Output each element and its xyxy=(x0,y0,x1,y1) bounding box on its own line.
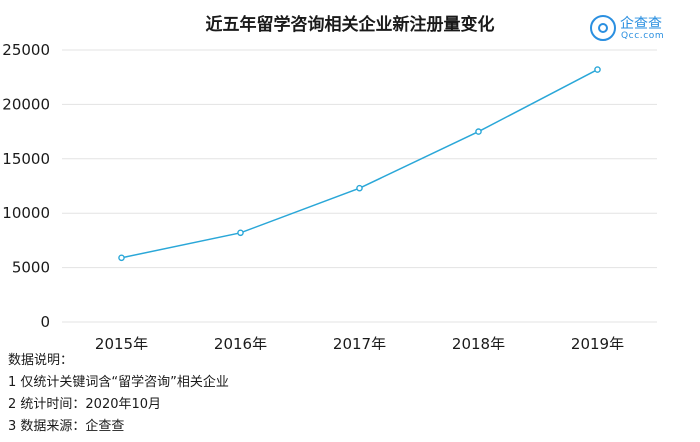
data-point-2019年 xyxy=(594,66,601,73)
x-axis-ticks: 2015年 2016年 2017年 2018年 2019年 xyxy=(95,335,624,350)
data-point-2017年 xyxy=(356,184,363,192)
logo-url: Qcc.com xyxy=(621,31,665,41)
y-tick-label: 0 xyxy=(40,313,50,331)
logo-name: 企查查 xyxy=(620,16,662,32)
data-point-2016年 xyxy=(237,229,244,237)
note-item: 1 仅统计关键词含“留学咨询”相关企业 xyxy=(8,375,229,390)
qcc-logo: 企查查 Qcc.com xyxy=(590,13,690,45)
grid-layer xyxy=(62,49,657,323)
note-item: 2 统计时间：2020年10月 xyxy=(8,397,162,412)
note-item: 3 数据来源：企查查 xyxy=(8,419,125,434)
y-tick-label: 5000 xyxy=(12,259,50,277)
y-tick-label: 20000 xyxy=(2,95,50,113)
y-tick-label: 25000 xyxy=(2,41,50,59)
chart: 近五年留学咨询相关企业新注册量变化 0 5000 10000 15000 20000 25… xyxy=(2,14,657,350)
x-tick-label: 2015年 xyxy=(95,335,148,350)
series-line xyxy=(121,68,598,259)
data-notes: 数据说明： 1 仅统计关键词含“留学咨询”相关企业 2 统计时间：2020年10… xyxy=(8,350,229,438)
x-tick-label: 2016年 xyxy=(214,335,267,350)
y-axis-ticks: 0 5000 10000 15000 20000 25000 xyxy=(2,41,50,331)
notes-heading: 数据说明： xyxy=(8,353,74,368)
data-points xyxy=(118,66,601,262)
x-tick-label: 2019年 xyxy=(571,335,624,350)
y-tick-label: 10000 xyxy=(2,204,50,222)
x-tick-label: 2018年 xyxy=(452,335,505,350)
chart-title: 近五年留学咨询相关企业新注册量变化 xyxy=(206,14,495,35)
y-tick-label: 15000 xyxy=(2,150,50,168)
data-point-2015年 xyxy=(118,254,125,262)
data-point-2018年 xyxy=(475,128,482,135)
qcc-logo-icon xyxy=(590,15,616,41)
x-tick-label: 2017年 xyxy=(333,335,386,350)
